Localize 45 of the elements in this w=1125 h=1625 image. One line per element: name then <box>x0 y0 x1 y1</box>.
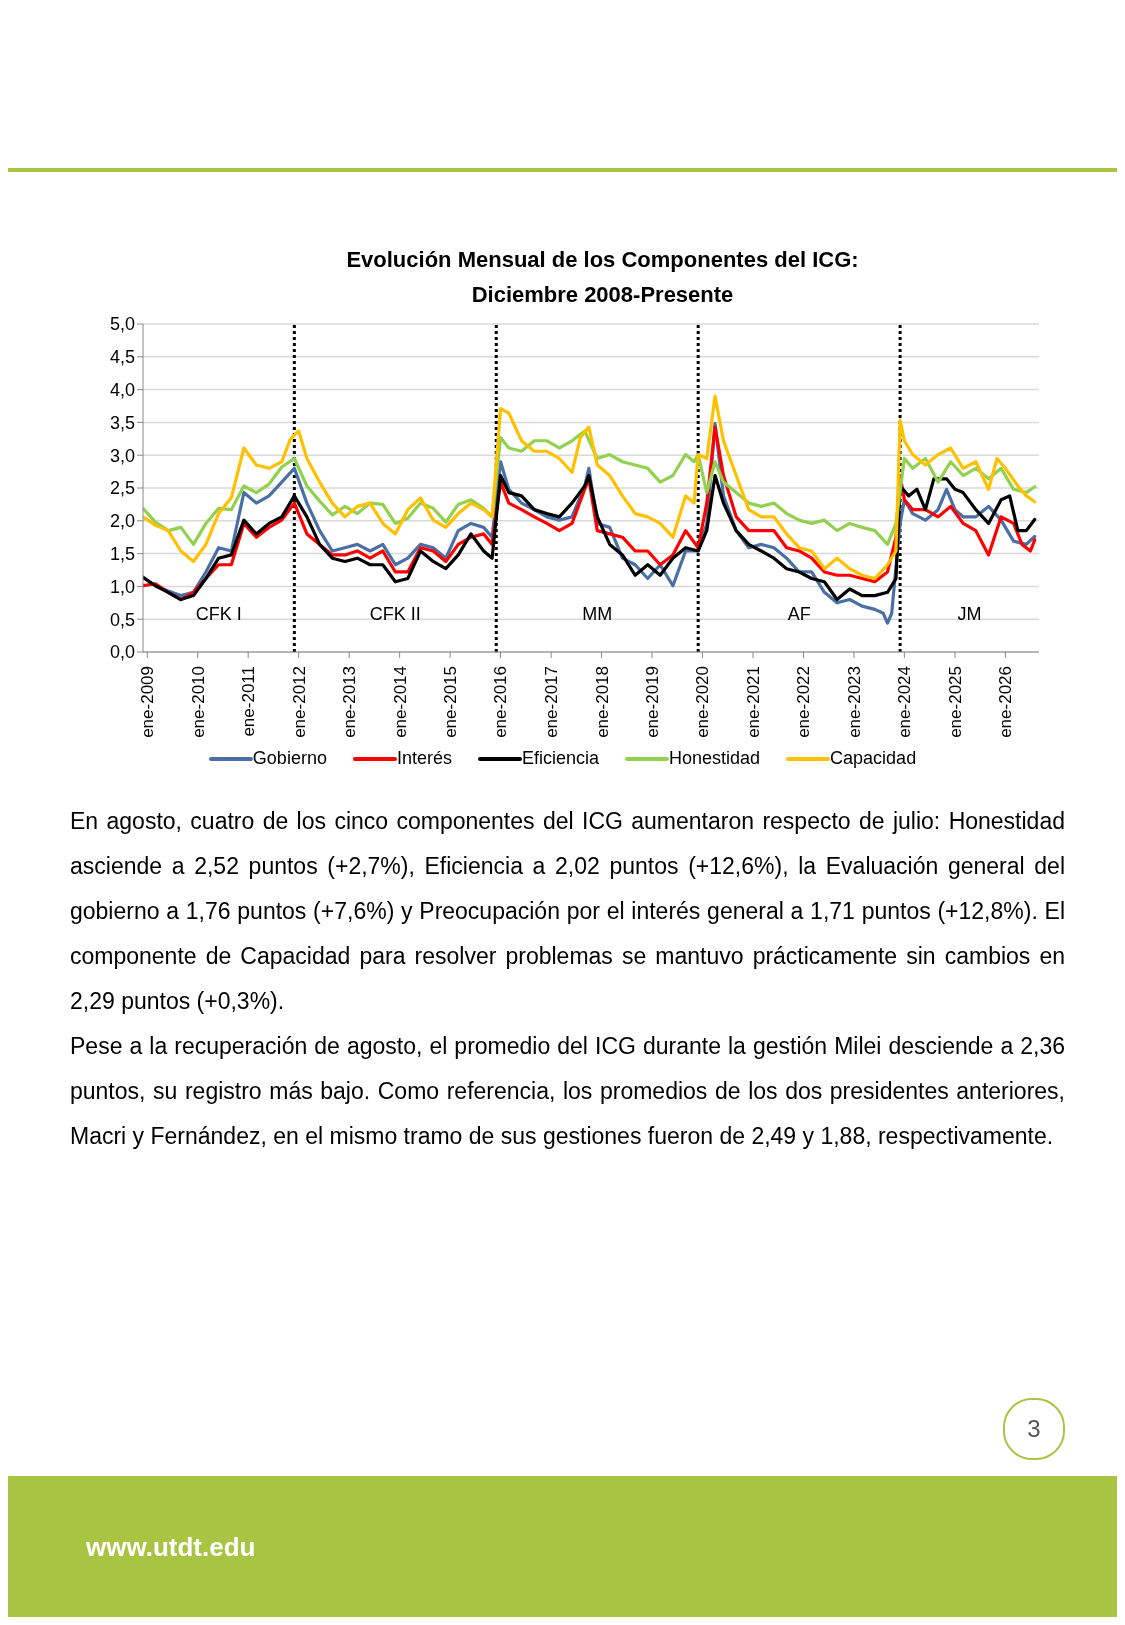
y-tick-label: 1,5 <box>109 543 135 564</box>
annotation: CFK I <box>195 604 242 624</box>
x-tick-label: ene-2014 <box>390 666 410 738</box>
x-tick-label: ene-2016 <box>490 666 510 738</box>
legend-label: Eficiencia <box>521 748 599 769</box>
y-tick-label: 2,0 <box>109 511 135 532</box>
annotation: AF <box>787 604 811 624</box>
text: Pese a la recuperación de agosto, el promedio del ICG durante la gestión Milei desciende a 2,36 puntos, su registro más bajo. Como referencia, los promedios de los dos presidentes anteriores, Macri y Fernández, en el mismo tramo de sus gestiones fueron de 2,49 y 1,88, respectivamente. <box>70 1032 1065 1151</box>
legend-label: Capacidad <box>830 748 917 769</box>
x-tick-label: ene-2022 <box>793 666 813 738</box>
x-tick-label: ene-2023 <box>844 666 864 738</box>
y-tick-label: 4,0 <box>109 379 135 400</box>
y-tick-label: 0,5 <box>109 609 135 630</box>
x-tick-label: ene-2019 <box>642 666 662 738</box>
x-tick-label: ene-2015 <box>440 666 460 738</box>
legend-label: Gobierno <box>252 748 327 769</box>
annotation: CFK II <box>369 604 421 624</box>
y-tick-label: 0,0 <box>109 642 135 663</box>
x-tick-label: ene-2009 <box>137 666 157 738</box>
chart-title: Evolución Mensual de los Componentes del ICG: Diciembre 2008-Presente <box>345 246 860 309</box>
x-tick-label: ene-2010 <box>188 666 208 738</box>
x-tick-label: ene-2024 <box>894 666 914 738</box>
text: www.utdt.edu <box>86 1532 256 1563</box>
annotation: JM <box>957 604 982 624</box>
text: En agosto, cuatro de los cinco componentes del ICG aumentaron respecto de julio: Honestidad asciende a 2,52 puntos (+2,7%), Eficiencia a 2,02 puntos (+12,6%), la Evaluación general del gobierno a 1,76 puntos (+7,6%) y Preocupación por el interés general a 1,71 puntos (+12,8%). El componente de Capacidad para resolver problemas se mantuvo prácticamente sin cambios en 2,29 puntos (+0,3%). <box>70 807 1065 1016</box>
x-tick-label: ene-2017 <box>541 666 561 738</box>
y-tick-label: 2,5 <box>109 478 135 499</box>
annotation: MM <box>581 604 612 624</box>
x-tick-label: ene-2025 <box>945 666 965 738</box>
y-tick-label: 3,5 <box>109 412 135 433</box>
legend-label: Honestidad <box>669 748 761 769</box>
y-tick-label: 1,0 <box>109 576 135 597</box>
x-tick-label: ene-2011 <box>238 666 258 737</box>
x-tick-label: ene-2018 <box>592 666 612 738</box>
line-series <box>142 394 1036 581</box>
y-tick-label: 4,5 <box>109 347 135 368</box>
x-tick-label: ene-2026 <box>995 666 1015 738</box>
y-tick-label: 5,0 <box>109 314 135 335</box>
legend-label: Interés <box>396 748 452 769</box>
x-tick-label: ene-2020 <box>692 666 712 738</box>
y-tick-label: 3,0 <box>109 445 135 466</box>
x-tick-label: ene-2013 <box>339 666 359 738</box>
x-tick-label: ene-2021 <box>743 666 763 738</box>
text: 3 <box>1003 1398 1065 1460</box>
x-tick-label: ene-2012 <box>289 666 309 738</box>
